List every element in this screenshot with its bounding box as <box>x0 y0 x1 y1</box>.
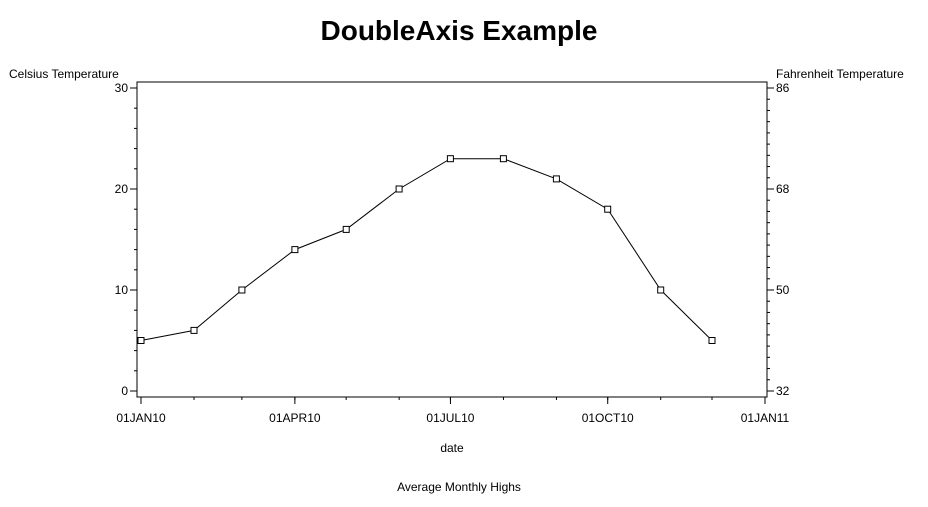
x-axis: 01JAN10 01APR10 01JUL10 01OCT10 01JAN11 <box>116 397 790 425</box>
data-point-marker <box>708 337 716 344</box>
y-axis: 0 10 20 30 <box>115 81 137 398</box>
y2-tick-label: 50 <box>776 283 790 297</box>
y2-axis: 32 50 68 86 <box>767 81 790 398</box>
data-point-marker <box>395 185 403 193</box>
series-line <box>140 158 713 341</box>
x-tick-label: 01APR10 <box>269 411 321 425</box>
y2-axis-label: Fahrenheit Temperature <box>776 67 904 81</box>
data-point-marker <box>291 246 299 254</box>
data-point-marker <box>499 155 507 163</box>
y-tick-label: 30 <box>115 81 129 95</box>
x-tick-label: 01JUL10 <box>426 411 474 425</box>
y2-tick-label: 86 <box>776 81 790 95</box>
plot-area-frame <box>136 81 768 398</box>
y-tick-label: 20 <box>115 182 129 196</box>
data-point-marker <box>190 326 198 334</box>
y2-tick-label: 68 <box>776 182 790 196</box>
y-tick-label: 10 <box>115 283 129 297</box>
data-point-marker <box>657 286 665 294</box>
data-point-marker <box>552 175 560 183</box>
data-point-marker <box>604 205 612 213</box>
data-point-marker <box>137 337 145 344</box>
x-tick-label: 01JAN11 <box>741 411 790 425</box>
y-axis-label: Celsius Temperature <box>9 67 119 81</box>
x-tick-label: 01OCT10 <box>582 411 634 425</box>
y-tick-label: 0 <box>121 384 128 398</box>
x-axis-label: date <box>440 441 464 455</box>
chart-footnote: Average Monthly Highs <box>397 480 521 494</box>
data-point-marker <box>342 225 350 233</box>
data-point-marker <box>238 286 246 294</box>
series-group <box>137 155 716 344</box>
data-point-marker <box>446 155 454 163</box>
chart-title: DoubleAxis Example <box>321 15 598 46</box>
x-tick-label: 01JAN10 <box>116 411 166 425</box>
y2-tick-label: 32 <box>776 384 790 398</box>
